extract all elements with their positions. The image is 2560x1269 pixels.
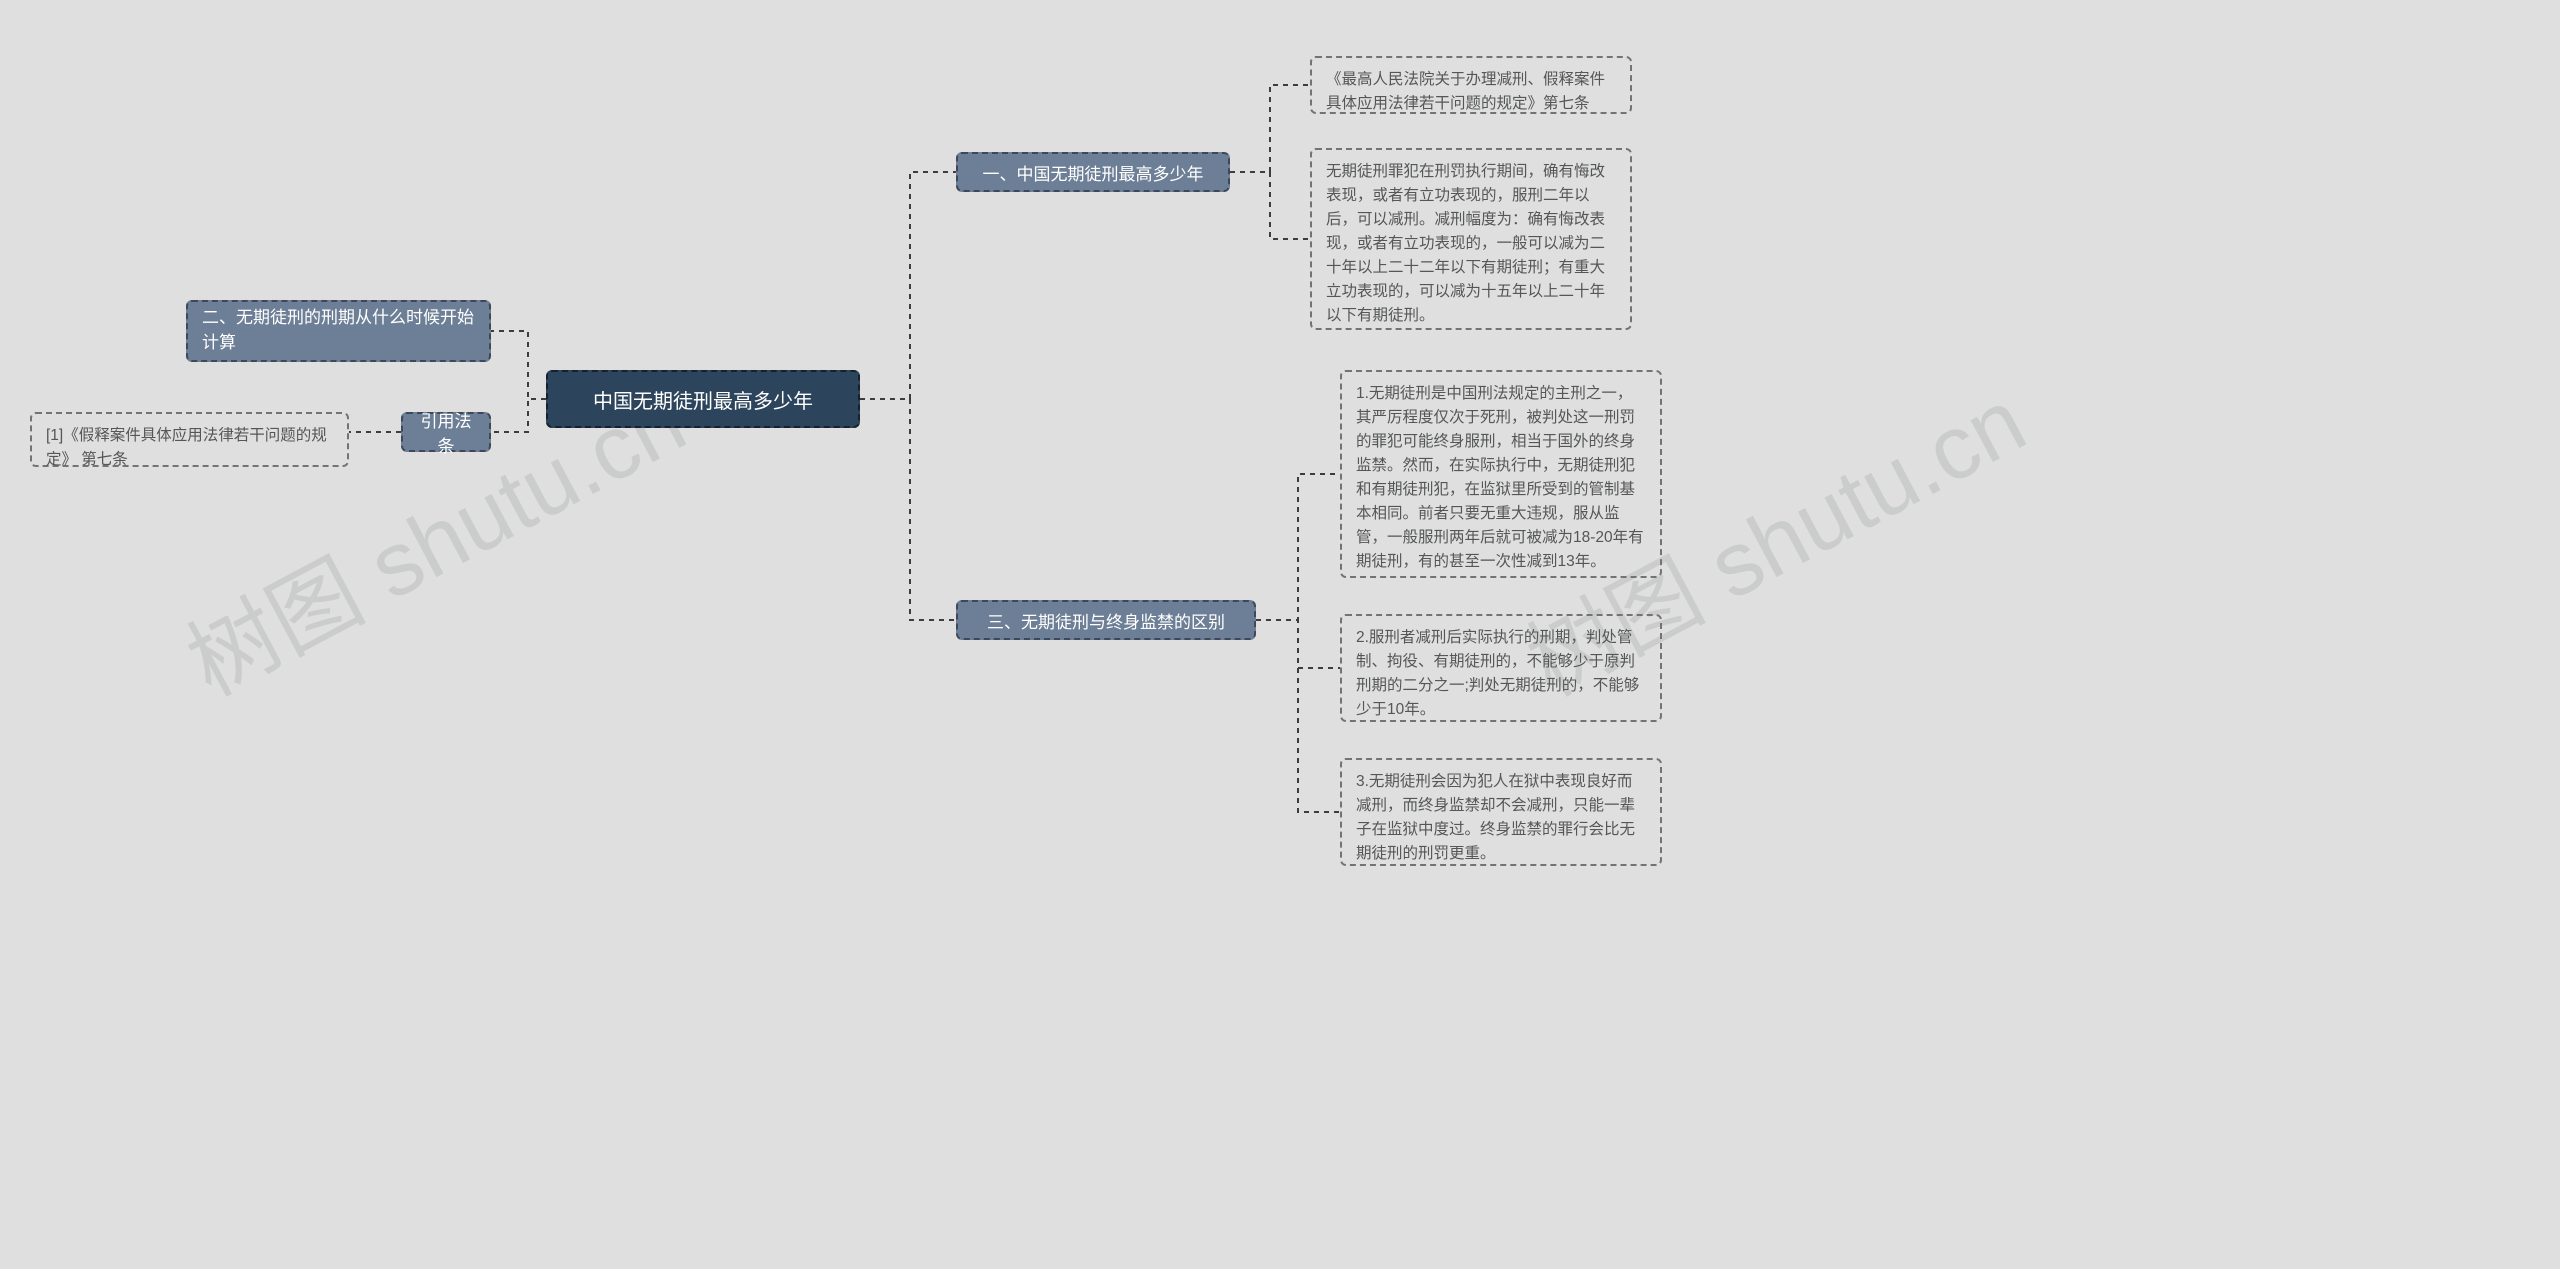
- leaf-r3-1[interactable]: 1.无期徒刑是中国刑法规定的主刑之一，其严厉程度仅次于死刑，被判处这一刑罚的罪犯…: [1340, 370, 1662, 578]
- connector-3: [860, 172, 956, 399]
- leaf-r1-2[interactable]: 无期徒刑罪犯在刑罚执行期间，确有悔改表现，或者有立功表现的，服刑二年以后，可以减…: [1310, 148, 1632, 330]
- root-label: 中国无期徒刑最高多少年: [593, 385, 813, 414]
- mindmap-canvas: 树图 shutu.cn 树图 shutu.cn 中国无期徒刑最高多少年 二、无期…: [0, 0, 2560, 1269]
- leaf-r1-1-text: 《最高人民法院关于办理减刑、假释案件具体应用法律若干问题的规定》第七条: [1326, 68, 1616, 116]
- leaf-r3-2[interactable]: 2.服刑者减刑后实际执行的刑期，判处管制、拘役、有期徒刑的，不能够少于原判刑期的…: [1340, 614, 1662, 722]
- connector-9: [1256, 620, 1340, 812]
- connector-1: [491, 399, 546, 432]
- root-node[interactable]: 中国无期徒刑最高多少年: [546, 370, 860, 428]
- branch-left-1[interactable]: 二、无期徒刑的刑期从什么时候开始计算: [186, 300, 491, 362]
- leaf-r3-1-text: 1.无期徒刑是中国刑法规定的主刑之一，其严厉程度仅次于死刑，被判处这一刑罚的罪犯…: [1356, 382, 1646, 574]
- branch-left-1-label: 二、无期徒刑的刑期从什么时候开始计算: [202, 306, 475, 355]
- connector-5: [1230, 85, 1310, 172]
- connector-7: [1256, 474, 1340, 620]
- connector-8: [1256, 620, 1340, 668]
- branch-left-2-label: 引用法条: [417, 407, 475, 457]
- branch-right-1[interactable]: 一、中国无期徒刑最高多少年: [956, 152, 1230, 192]
- leaf-left-1[interactable]: [1]《假释案件具体应用法律若干问题的规定》 第七条: [30, 412, 349, 467]
- branch-right-3[interactable]: 三、无期徒刑与终身监禁的区别: [956, 600, 1256, 640]
- leaf-r3-3-text: 3.无期徒刑会因为犯人在狱中表现良好而减刑，而终身监禁却不会减刑，只能一辈子在监…: [1356, 770, 1646, 866]
- leaf-r3-2-text: 2.服刑者减刑后实际执行的刑期，判处管制、拘役、有期徒刑的，不能够少于原判刑期的…: [1356, 626, 1646, 722]
- leaf-r1-2-text: 无期徒刑罪犯在刑罚执行期间，确有悔改表现，或者有立功表现的，服刑二年以后，可以减…: [1326, 160, 1616, 328]
- branch-left-2[interactable]: 引用法条: [401, 412, 491, 452]
- leaf-r3-3[interactable]: 3.无期徒刑会因为犯人在狱中表现良好而减刑，而终身监禁却不会减刑，只能一辈子在监…: [1340, 758, 1662, 866]
- connector-4: [860, 399, 956, 620]
- connector-6: [1230, 172, 1310, 239]
- branch-right-3-label: 三、无期徒刑与终身监禁的区别: [987, 608, 1225, 633]
- branch-right-1-label: 一、中国无期徒刑最高多少年: [983, 160, 1204, 185]
- leaf-left-1-text: [1]《假释案件具体应用法律若干问题的规定》 第七条: [46, 424, 333, 472]
- connector-layer: [0, 0, 2560, 1269]
- connector-0: [491, 331, 546, 399]
- leaf-r1-1[interactable]: 《最高人民法院关于办理减刑、假释案件具体应用法律若干问题的规定》第七条: [1310, 56, 1632, 114]
